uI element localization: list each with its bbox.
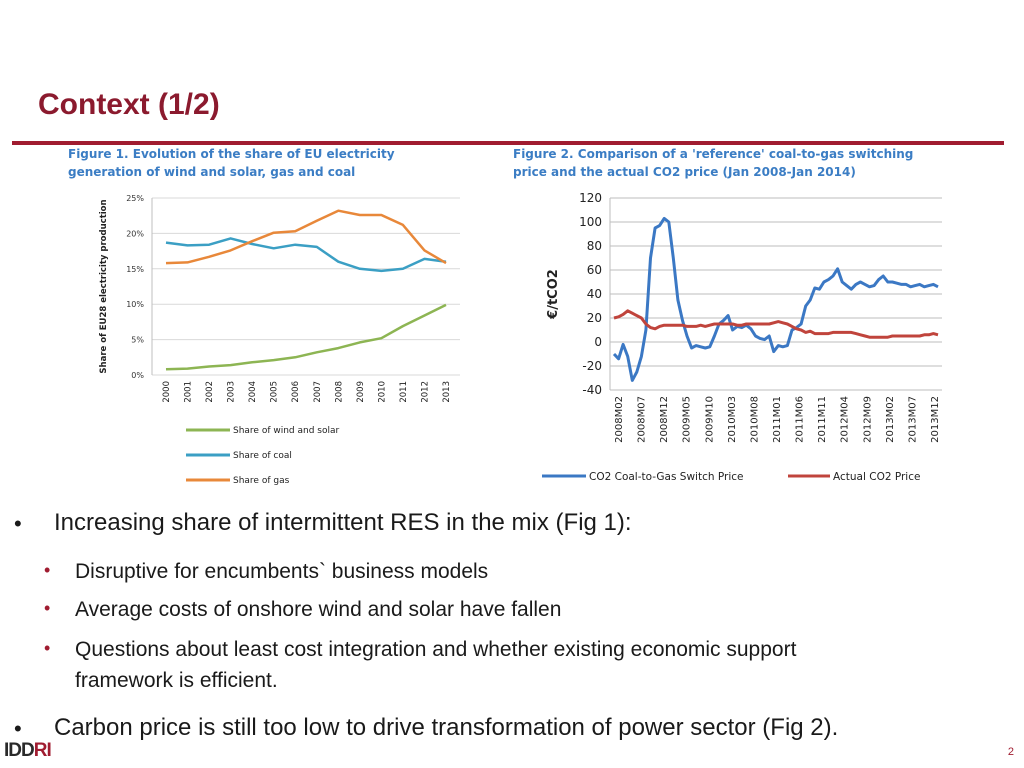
x-tick-label: 2013M07 <box>907 396 918 443</box>
series-line-co2-coal-to-gas-switch-price <box>612 216 939 382</box>
x-tick-label: 2004 <box>248 381 258 403</box>
figure1-caption-line2: generation of wind and solar, gas and co… <box>68 165 356 179</box>
bullet-marker: • <box>14 511 22 536</box>
figure1-line-chart: 0% 5% 10% 15% 20% 25% Share of EU28 electricit… <box>99 194 460 486</box>
x-tick-label: 2009 <box>356 381 366 403</box>
x-tick-label: 2011M11 <box>817 396 828 443</box>
y-tick-label: 80 <box>587 239 602 253</box>
y-tick-label: -40 <box>582 383 602 397</box>
page-number: 2 <box>1007 746 1014 758</box>
x-tick-label: 2013 <box>442 381 452 403</box>
figure2-line-chart: -40 -20 0 20 40 60 80 100 120 €/tCO2 2008M02 2008M0… <box>542 191 942 483</box>
x-tick-label: 2009M05 <box>682 396 693 443</box>
title-divider <box>12 141 1004 145</box>
series-line-share-of-coal <box>165 237 447 273</box>
x-tick-label: 2008M12 <box>659 396 670 443</box>
y-tick-label: 120 <box>579 191 602 205</box>
logo-text-a: IDD <box>4 740 35 761</box>
legend-label: Actual CO2 Price <box>833 471 920 483</box>
y-tick-label: 0 <box>594 335 602 349</box>
y-axis-label: €/tCO2 <box>546 269 561 320</box>
y-tick-label: 0% <box>131 371 144 380</box>
legend-label: Share of gas <box>233 476 290 486</box>
figure2-caption: Figure 2. Comparison of a 'reference' co… <box>513 145 963 181</box>
x-tick-label: 2006 <box>291 381 301 403</box>
x-tick-label: 2010M08 <box>749 396 760 443</box>
sub-bullet-marker: • <box>44 560 51 580</box>
x-tick-label: 2005 <box>270 381 280 403</box>
sub-bullet-marker: • <box>44 598 51 618</box>
x-tick-label: 2011M06 <box>795 396 806 443</box>
bullet-sub-3-line2: framework is efficient. <box>75 669 278 692</box>
x-tick-label: 2008 <box>334 381 344 403</box>
x-tick-label: 2001 <box>184 381 194 403</box>
slide-title: Context (1/2) <box>38 88 220 121</box>
x-tick-label: 2012M04 <box>840 396 851 443</box>
bullet-sub-3-line1: Questions about least cost integration a… <box>75 638 797 661</box>
x-tick-label: 2011M01 <box>772 396 783 443</box>
y-tick-label: 100 <box>579 215 602 229</box>
x-tick-label: 2012 <box>420 381 430 403</box>
legend-label: CO2 Coal-to-Gas Switch Price <box>589 471 743 483</box>
x-tick-label: 2002 <box>205 381 215 403</box>
y-tick-label: -20 <box>582 359 602 373</box>
figure2-caption-line1: Figure 2. Comparison of a 'reference' co… <box>513 147 914 161</box>
series-line-actual-co2-price <box>613 309 939 339</box>
series-line-share-of-wind-and-solar <box>165 303 447 371</box>
figure1-caption: Figure 1. Evolution of the share of EU e… <box>68 145 498 181</box>
y-tick-label: 20% <box>126 229 144 238</box>
bullet-marker: • <box>14 716 22 741</box>
figure1-caption-line1: Figure 1. Evolution of the share of EU e… <box>68 147 395 161</box>
y-tick-label: 60 <box>587 263 602 277</box>
x-tick-label: 2009M10 <box>704 396 715 443</box>
x-tick-label: 2007 <box>313 381 323 403</box>
legend-label: Share of coal <box>233 451 292 461</box>
figure2-caption-line2: price and the actual CO2 price (Jan 2008… <box>513 165 856 179</box>
x-tick-label: 2010 <box>377 381 387 403</box>
y-tick-label: 25% <box>126 194 144 203</box>
y-tick-label: 10% <box>126 300 144 309</box>
x-tick-label: 2008M02 <box>614 396 625 443</box>
x-tick-label: 2011 <box>399 381 409 403</box>
y-tick-label: 40 <box>587 287 602 301</box>
y-tick-label: 15% <box>126 265 144 274</box>
y-tick-label: 5% <box>131 336 144 345</box>
x-tick-label: 2010M03 <box>727 396 738 443</box>
iddri-logo: IDDRI <box>4 740 52 762</box>
bullet-main-2: Carbon price is still too low to drive t… <box>54 714 839 741</box>
x-tick-label: 2000 <box>162 381 172 403</box>
x-tick-label: 2012M09 <box>862 396 873 443</box>
series-line-share-of-gas <box>165 209 447 265</box>
logo-text-b: RI <box>33 740 52 761</box>
y-axis-label: Share of EU28 electricity production <box>99 199 109 373</box>
bullet-main-1: Increasing share of intermittent RES in … <box>54 509 632 536</box>
bullet-sub-2: Average costs of onshore wind and solar … <box>75 598 562 621</box>
x-tick-label: 2008M07 <box>637 396 648 443</box>
legend-label: Share of wind and solar <box>233 426 340 436</box>
x-tick-label: 2013M12 <box>930 396 941 443</box>
y-tick-label: 20 <box>587 311 602 325</box>
bullet-sub-1: Disruptive for encumbents` business mode… <box>75 560 489 583</box>
x-tick-label: 2013M02 <box>885 396 896 443</box>
x-tick-label: 2003 <box>227 381 237 403</box>
sub-bullet-marker: • <box>44 638 51 658</box>
